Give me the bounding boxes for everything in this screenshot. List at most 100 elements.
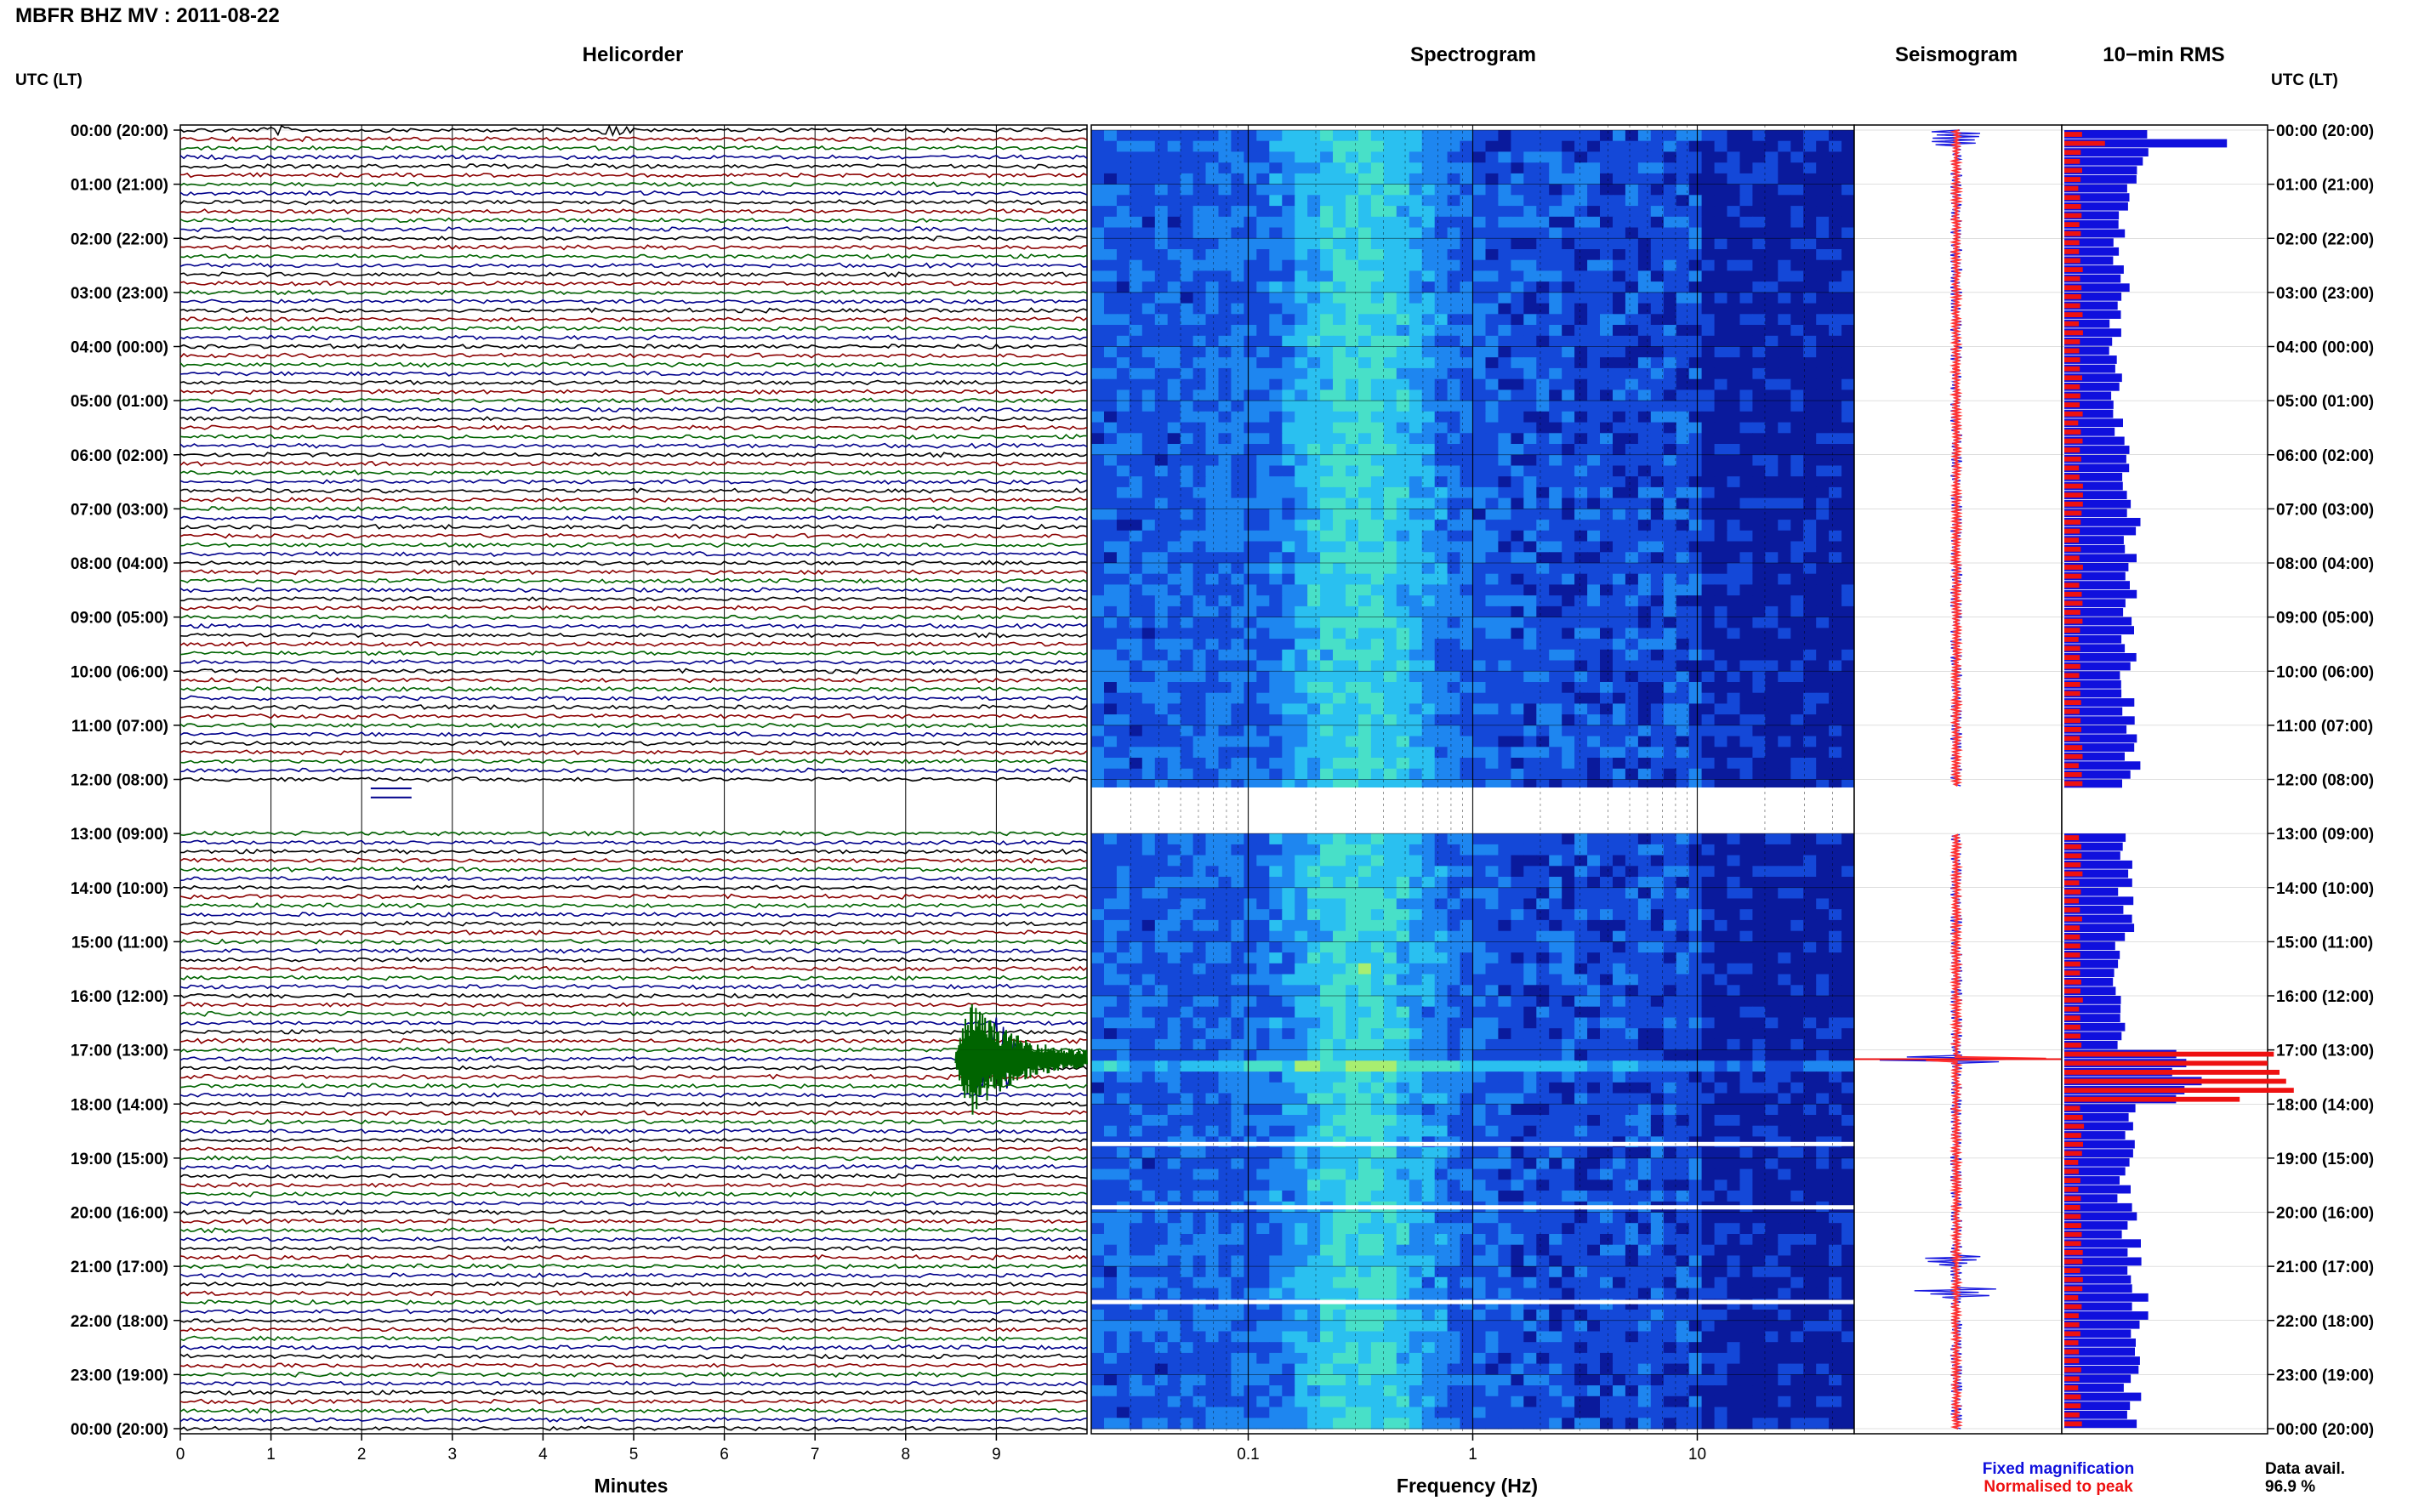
spectrogram-cell [1739, 952, 1754, 964]
spectrogram-cell [1447, 206, 1461, 218]
spectrogram-cell [1180, 703, 1194, 715]
spectrogram-cell [1282, 497, 1295, 509]
spectrogram-cell [1816, 422, 1830, 434]
spectrogram-cell [1192, 195, 1207, 207]
spectrogram-cell [1218, 919, 1232, 932]
spectrogram-cell [1231, 140, 1244, 152]
spectrogram-cell [1180, 216, 1194, 229]
spectrogram-cell [1295, 725, 1308, 737]
spectrogram-cell [1778, 671, 1791, 683]
spectrogram-cell [1816, 465, 1830, 477]
spectrogram-cell [1829, 184, 1842, 196]
spectrogram-cell [1421, 530, 1436, 543]
spectrogram-cell [1205, 162, 1220, 174]
spectrogram-cell [1129, 584, 1143, 596]
spectrogram-cell [1816, 952, 1830, 964]
spectrogram-cell [1218, 378, 1232, 390]
spectrogram-cell [1663, 216, 1677, 229]
spectrogram-cell [1244, 486, 1257, 499]
spectrogram-cell [1154, 140, 1169, 152]
spectrogram-cell [1231, 1028, 1244, 1040]
spectrogram-cell [1688, 281, 1703, 293]
spectrogram-cell [1562, 357, 1575, 369]
spectrogram-cell [1625, 151, 1639, 163]
spectrogram-cell [1154, 206, 1169, 218]
spectrogram-cell [1141, 314, 1156, 326]
spectrogram-cell [1587, 887, 1601, 900]
spectrogram-cell [1587, 173, 1601, 185]
spectrogram-cell [1829, 996, 1842, 1008]
spectrogram-cell [1676, 725, 1690, 737]
spectrogram-cell [1676, 444, 1690, 456]
spectrogram-cell [1752, 736, 1766, 747]
spectrogram-cell [1472, 649, 1487, 662]
spectrogram-cell [1676, 476, 1690, 488]
spectrogram-cell [1829, 758, 1842, 770]
helicorder-trace [179, 1047, 1088, 1054]
spectrogram-cell [1790, 919, 1804, 932]
spectrogram-cell [1498, 314, 1511, 326]
spectrogram-cell [1511, 249, 1524, 261]
spectrogram-cell [1346, 974, 1359, 986]
spectrogram-cell [1421, 725, 1436, 737]
spectrogram-cell [1498, 206, 1511, 218]
spectrogram-cell [1650, 303, 1665, 315]
spectrogram-cell [1218, 140, 1232, 152]
spectrogram-cell [1091, 682, 1105, 694]
spectrogram-cell [1562, 411, 1575, 423]
spectrogram-cell [1714, 996, 1728, 1008]
spectrogram-cell [1816, 844, 1830, 856]
spectrogram-cell [1511, 476, 1524, 488]
spectrogram-cell [1650, 401, 1665, 412]
spectrogram-cell [1295, 941, 1308, 953]
spectrogram-cell [1269, 855, 1283, 867]
spectrogram-cell [1282, 249, 1295, 261]
seismogram-title: Seismogram [1895, 43, 2018, 66]
spectrogram-cell [1370, 877, 1385, 889]
spectrogram-cell [1358, 411, 1372, 423]
spectrogram-cell [1714, 703, 1728, 715]
spectrogram-cell [1269, 411, 1283, 423]
spectrogram-cell [1562, 952, 1575, 964]
spectrogram-cell [1282, 703, 1295, 715]
spectrogram-cell [1434, 206, 1449, 218]
spectrogram-cell [1816, 227, 1830, 239]
spectrogram-cell [1256, 573, 1270, 585]
spectrogram-cell [1829, 206, 1842, 218]
spectrogram-cell [1625, 930, 1639, 942]
spectrogram-cell [1727, 486, 1741, 499]
spectrogram-cell [1307, 703, 1321, 715]
spectrogram-cell [1778, 639, 1791, 651]
spectrogram-cell [1460, 584, 1474, 596]
spectrogram-cell [1790, 692, 1804, 704]
spectrogram-cell [1205, 974, 1220, 986]
spectrogram-cell [1587, 692, 1601, 704]
spectrogram-cell [1091, 444, 1105, 456]
spectrogram-cell [1460, 595, 1474, 607]
spectrogram-cell [1434, 184, 1449, 196]
spectrogram-cell [1562, 996, 1575, 1008]
spectrogram-cell [1663, 877, 1677, 889]
spectrogram-cell [1256, 303, 1270, 315]
spectrogram-cell [1523, 725, 1537, 737]
spectrogram-cell [1396, 151, 1410, 163]
spectrogram-cell [1116, 259, 1130, 271]
spectrogram-cell [1650, 1028, 1665, 1040]
spectrogram-cell [1447, 497, 1461, 509]
spectrogram-cell [1562, 227, 1575, 239]
spectrogram-cell [1320, 454, 1334, 467]
spectrogram-cell [1205, 206, 1220, 218]
spectrogram-cell [1562, 768, 1575, 781]
spectrogram-cell [1574, 877, 1588, 889]
spectrogram-cell [1536, 573, 1550, 585]
spectrogram-cell [1663, 628, 1677, 639]
spectrogram-cell [1549, 335, 1562, 348]
spectrogram-cell [1218, 509, 1232, 520]
spectrogram-cell [1091, 465, 1105, 477]
spectrogram-cell [1841, 238, 1855, 250]
spectrogram-cell [1587, 238, 1601, 250]
spectrogram-cell [1613, 454, 1626, 467]
spectrogram-cell [1154, 930, 1169, 942]
spectrogram-cell [1154, 671, 1169, 683]
spectrogram-cell [1637, 227, 1652, 239]
